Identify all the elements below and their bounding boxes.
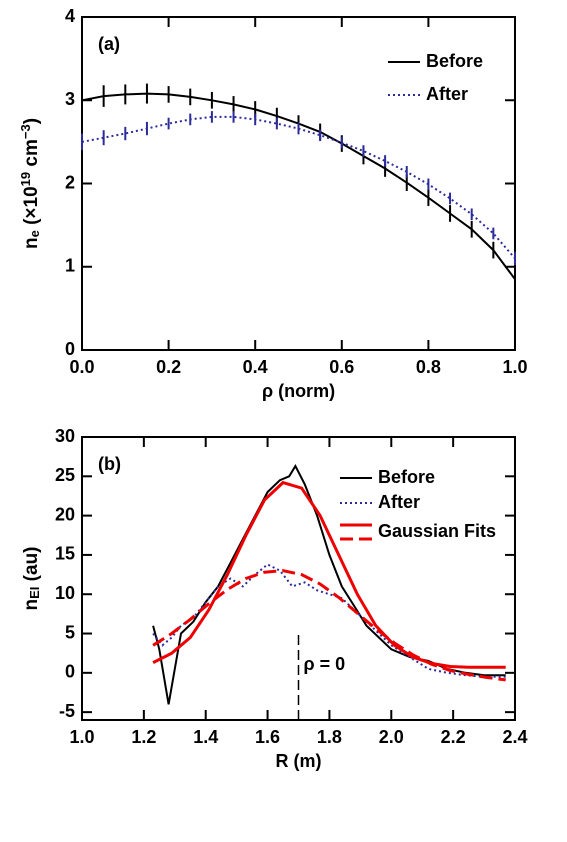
y-axis-label: nEI (au) — [21, 546, 42, 610]
y-tick-label: 3 — [65, 89, 75, 109]
y-tick-label: 5 — [65, 622, 75, 642]
series-line — [152, 569, 506, 682]
x-tick-label: 1.2 — [131, 727, 156, 747]
y-tick-label: 0 — [65, 339, 75, 359]
y-tick-label: -5 — [59, 701, 75, 721]
x-tick-label: 2.4 — [502, 727, 527, 747]
x-tick-label: 1.0 — [502, 357, 527, 377]
series-line — [81, 115, 516, 260]
series-line — [152, 563, 506, 678]
x-tick-label: 0.2 — [156, 357, 181, 377]
y-axis-label-part: EI — [27, 587, 42, 599]
panel-label: (a) — [98, 34, 120, 54]
y-tick-label: 10 — [55, 583, 75, 603]
x-tick-label: 0.8 — [416, 357, 441, 377]
y-tick-label: 2 — [65, 172, 75, 192]
y-axis-label-part: n — [21, 237, 42, 249]
y-axis-label-part: n — [21, 599, 42, 611]
x-tick-label: 1.8 — [317, 727, 342, 747]
plot-frame — [81, 436, 516, 721]
x-axis-label: R (m) — [276, 751, 322, 771]
y-axis-label-part: (au) — [21, 546, 42, 586]
legend-label: Before — [378, 467, 435, 487]
legend-label: After — [378, 492, 420, 512]
legend-label: Gaussian Fits — [378, 521, 496, 541]
y-axis-label-part: cm — [21, 139, 42, 172]
legend-label: Before — [426, 51, 483, 71]
x-tick-label: 0.4 — [243, 357, 268, 377]
y-tick-label: 30 — [55, 426, 75, 446]
y-axis-label-part: ) — [21, 118, 42, 124]
x-tick-label: 2.2 — [441, 727, 466, 747]
panel-label: (b) — [98, 454, 121, 474]
y-axis-label: ne (×1019 cm−3) — [18, 118, 43, 249]
y-tick-label: 20 — [55, 504, 75, 524]
y-tick-label: 4 — [65, 6, 75, 26]
x-axis-label: ρ (norm) — [262, 381, 335, 401]
y-axis-label-part: −3 — [18, 124, 33, 139]
x-tick-label: 0.6 — [329, 357, 354, 377]
y-tick-label: 0 — [65, 662, 75, 682]
y-tick-label: 15 — [55, 544, 75, 564]
y-axis-label-part: 19 — [18, 172, 33, 186]
y-tick-label: 1 — [65, 256, 75, 276]
x-tick-label: 1.4 — [193, 727, 218, 747]
x-tick-label: 1.6 — [255, 727, 280, 747]
x-tick-label: 1.0 — [69, 727, 94, 747]
y-axis-label-part: e — [27, 230, 42, 237]
annotation: ρ = 0 — [304, 654, 346, 674]
y-tick-label: 25 — [55, 465, 75, 485]
legend-label: After — [426, 84, 468, 104]
y-axis-label-part: (×10 — [21, 186, 42, 230]
x-tick-label: 2.0 — [379, 727, 404, 747]
series-line — [152, 480, 506, 669]
x-tick-label: 0.0 — [69, 357, 94, 377]
